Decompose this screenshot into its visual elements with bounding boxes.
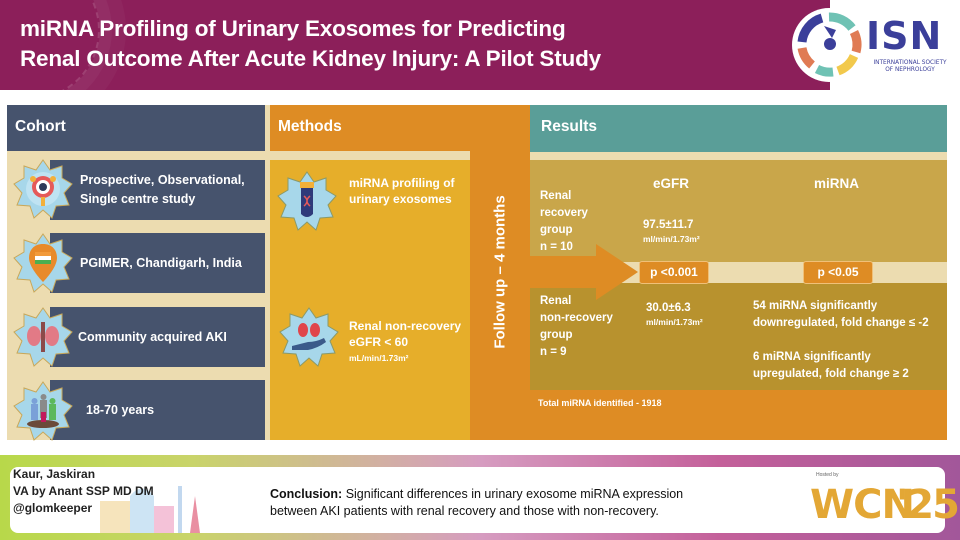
mirna-upregulated: 6 miRNA significantly upregulated, fold … — [753, 349, 909, 383]
mirna-up-line-2: upregulated, fold change ≥ 2 — [753, 368, 909, 380]
skyline-decoration-icon — [100, 486, 200, 533]
isn-logo-icon — [792, 8, 866, 82]
author-name: Kaur, Jaskiran — [13, 467, 96, 481]
recovery-label-line: recovery — [540, 207, 588, 219]
nonrecovery-egfr-value: 30.0±6.3 ml/min/1.73m² — [646, 300, 703, 327]
cohort-item-age: 18-70 years — [50, 380, 265, 440]
cohort-item-line-2: Single centre study — [80, 192, 196, 206]
nonrecovery-label-line: non-recovery — [540, 312, 613, 324]
cohort-item-study-design: Prospective, Observational, Single centre… — [50, 160, 265, 220]
page-title: miRNA Profiling of Urinary Exosomes for … — [20, 14, 740, 74]
cohort-item-location: PGIMER, Chandigarh, India — [50, 233, 265, 293]
results-nonrecovery-block — [530, 283, 947, 390]
methods-item-line-1: miRNA profiling of — [349, 176, 455, 190]
nonrecovery-label-line: n = 9 — [540, 346, 567, 358]
hosted-by-label: Hosted by — [816, 472, 839, 478]
title-line-2: Renal Outcome After Acute Kidney Injury:… — [20, 46, 601, 71]
isn-subtitle-line-2: OF NEPHROLOGY — [885, 67, 935, 73]
cohort-item-line-1: Community acquired AKI — [78, 329, 227, 344]
results-title: Results — [541, 118, 597, 135]
dna-test-tube-icon — [277, 171, 337, 231]
conclusion-line-2: between AKI patients with renal recovery… — [270, 504, 659, 518]
twitter-handle: @glomkeeper — [13, 501, 93, 515]
nonrecovery-egfr: 30.0±6.3 — [646, 302, 691, 314]
recovery-label-line: Renal — [540, 190, 572, 202]
followup-label: Follow up – 4 months — [491, 195, 509, 349]
results-footer-block — [530, 390, 947, 440]
cohort-item-line-1: PGIMER, Chandigarh, India — [80, 255, 242, 270]
wcn25-logo: Hosted by WCN '25 — [800, 470, 960, 530]
cohort-item-line-1: Prospective, Observational, — [80, 173, 245, 187]
mirna-down-line-1: 54 miRNA significantly — [753, 300, 878, 312]
methods-item-line-2: urinary exosomes — [349, 192, 452, 206]
methods-item-unit: mL/min/1.73m² — [349, 353, 409, 363]
cohort-title: Cohort — [15, 118, 66, 135]
india-location-pin-icon — [13, 233, 73, 293]
results-header: Results — [530, 105, 947, 152]
wcn-text: WCN — [810, 482, 915, 528]
nonrecovery-label-line: group — [540, 329, 573, 341]
conclusion-line-1: Significant differences in urinary exoso… — [342, 487, 684, 501]
methods-item-profiling: miRNA profiling of urinary exosomes — [349, 175, 455, 207]
cohort-item-line-1: 18-70 years — [86, 402, 155, 417]
visual-abstract-credit: VA by Anant SSP MD DM — [13, 484, 154, 498]
arrow-icon — [530, 244, 638, 300]
nonrecovery-label-line: Renal — [540, 295, 572, 307]
results-recovery-block — [530, 160, 947, 262]
methods-header: Methods — [270, 105, 470, 151]
recovery-egfr-unit: ml/min/1.73m² — [643, 234, 700, 244]
methods-title: Methods — [278, 118, 342, 135]
recovery-group-label: Renal recovery group n = 10 — [540, 188, 588, 256]
cohort-item-population: Community acquired AKI — [50, 307, 265, 367]
recovery-egfr-value: 97.5±11.7 ml/min/1.73m² — [643, 217, 700, 244]
isn-logo-subtitle: INTERNATIONAL SOCIETY OF NEPHROLOGY — [868, 60, 952, 74]
cohort-header: Cohort — [7, 105, 265, 151]
kidney-hand-icon — [279, 307, 339, 367]
kidneys-icon — [13, 307, 73, 367]
nonrecovery-group-label: Renal non-recovery group n = 9 — [540, 293, 613, 361]
p-value-mirna: p <0.05 — [803, 261, 873, 284]
people-group-icon — [13, 381, 73, 441]
isn-logo-text: ISN — [866, 14, 943, 58]
isn-subtitle-line-1: INTERNATIONAL SOCIETY — [873, 60, 947, 66]
conclusion-label: Conclusion: — [270, 487, 343, 501]
nonrecovery-egfr-unit: ml/min/1.73m² — [646, 317, 703, 327]
column-header-mirna: miRNA — [814, 176, 860, 191]
column-header-egfr: eGFR — [653, 176, 690, 191]
mirna-down-line-2: downregulated, fold change ≤ -2 — [753, 317, 929, 329]
mirna-downregulated: 54 miRNA significantly downregulated, fo… — [753, 298, 929, 332]
research-target-icon — [13, 159, 73, 219]
total-mirna: Total miRNA identified - 1918 — [538, 398, 662, 408]
title-line-1: miRNA Profiling of Urinary Exosomes for … — [20, 16, 566, 41]
p-value-egfr: p <0.001 — [639, 261, 709, 284]
methods-item-line-1: Renal non-recovery — [349, 319, 462, 333]
author-credits: Kaur, Jaskiran VA by Anant SSP MD DM @gl… — [13, 466, 154, 517]
recovery-label-line: group — [540, 224, 573, 236]
methods-item-nonrecovery: Renal non-recovery eGFR < 60 mL/min/1.73… — [349, 318, 461, 366]
conclusion-text: Conclusion: Significant differences in u… — [270, 486, 750, 520]
recovery-egfr: 97.5±11.7 — [643, 219, 694, 231]
methods-item-line-2: eGFR < 60 — [349, 335, 409, 349]
recovery-label-line: n = 10 — [540, 241, 573, 253]
mirna-up-line-1: 6 miRNA significantly — [753, 351, 871, 363]
followup-bar — [470, 105, 530, 440]
wcn-year: '25 — [896, 482, 960, 528]
